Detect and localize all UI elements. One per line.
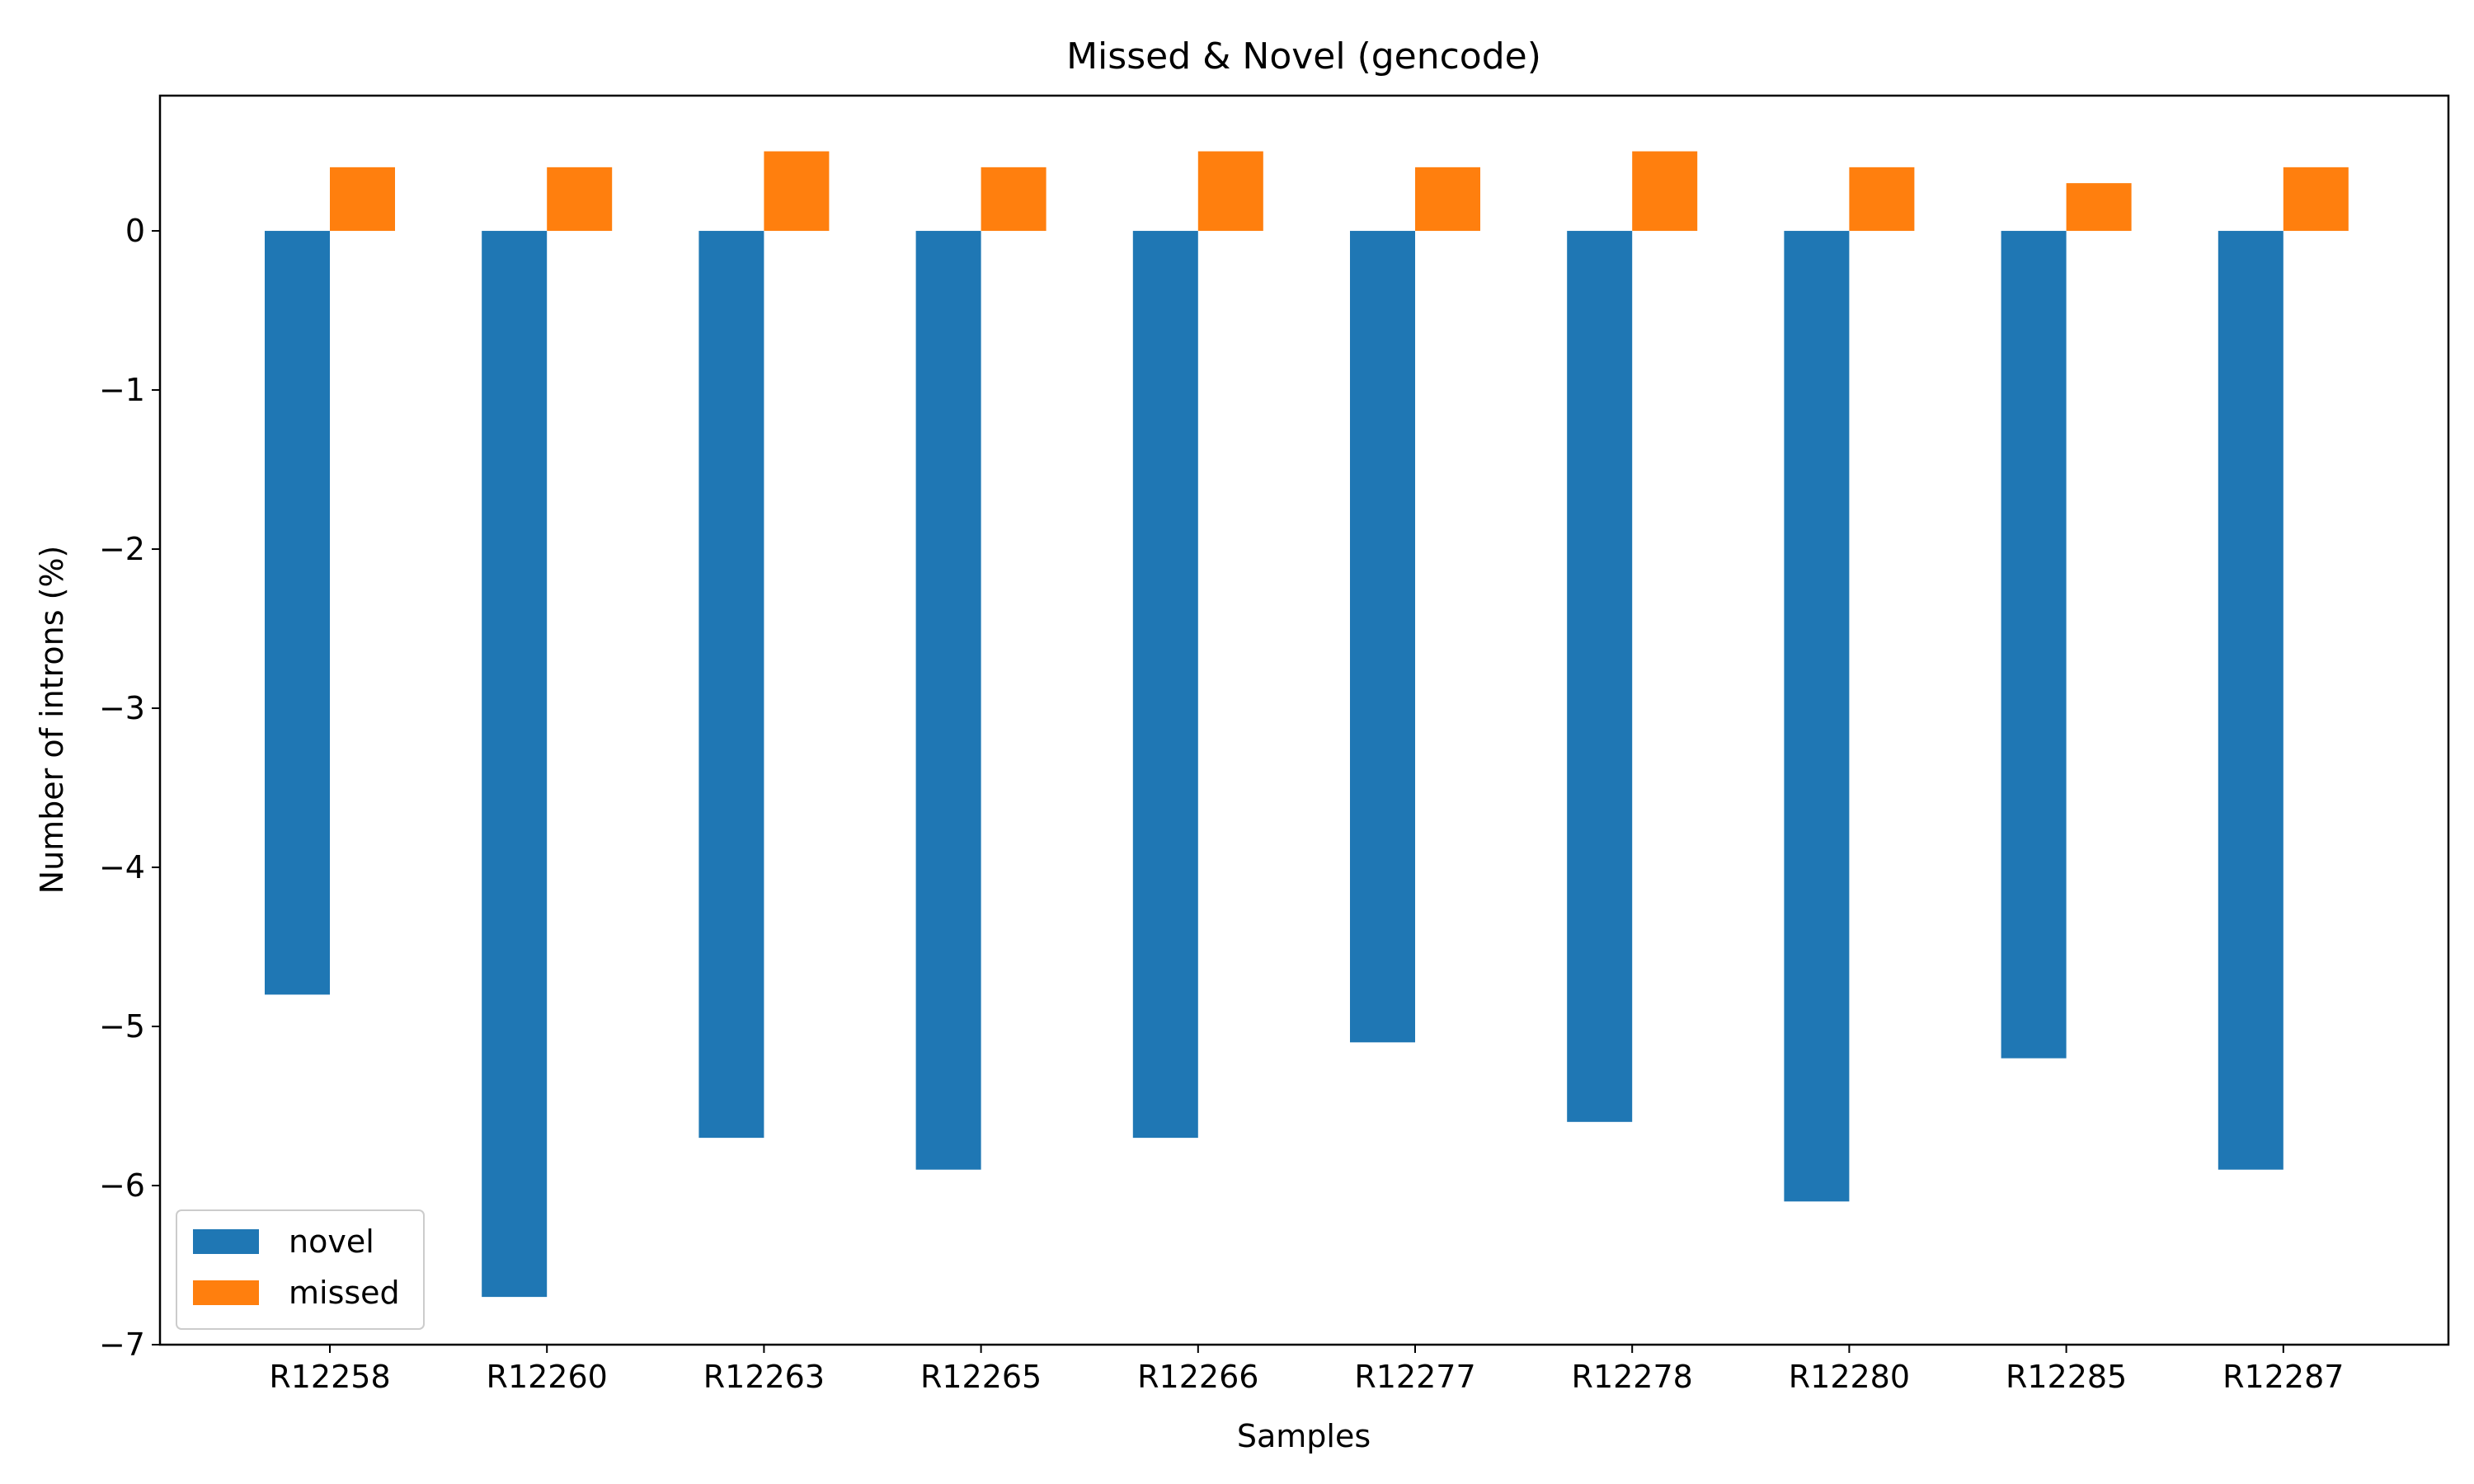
bar-missed-R12277 bbox=[1415, 167, 1480, 232]
bar-missed-R12266 bbox=[1197, 151, 1263, 232]
x-tick-label: R12285 bbox=[2006, 1359, 2127, 1395]
legend-label-novel: novel bbox=[289, 1223, 374, 1260]
y-tick-label: −4 bbox=[99, 849, 145, 885]
y-tick-label: −3 bbox=[99, 690, 145, 726]
bar-novel-R12263 bbox=[698, 231, 764, 1139]
y-tick-label: −1 bbox=[99, 372, 145, 408]
legend-swatch-novel bbox=[193, 1229, 259, 1254]
bar-missed-R12258 bbox=[330, 167, 395, 232]
y-tick-label: 0 bbox=[125, 213, 145, 249]
bar-missed-R12260 bbox=[547, 167, 613, 232]
bar-novel-R12266 bbox=[1132, 231, 1198, 1139]
x-tick-label: R12265 bbox=[920, 1359, 1042, 1395]
bar-missed-R12285 bbox=[2066, 183, 2132, 232]
y-tick-label: −5 bbox=[99, 1008, 145, 1045]
legend-swatch-missed bbox=[193, 1280, 259, 1305]
x-tick-label: R12280 bbox=[1789, 1359, 1910, 1395]
x-tick-label: R12266 bbox=[1137, 1359, 1258, 1395]
legend-label-missed: missed bbox=[289, 1275, 400, 1311]
bars-layer bbox=[265, 151, 2349, 1298]
bar-novel-R12260 bbox=[482, 231, 548, 1298]
bar-novel-R12280 bbox=[1784, 231, 1850, 1202]
y-axis-label: Number of introns (%) bbox=[34, 546, 70, 895]
y-tick-label: −7 bbox=[99, 1327, 145, 1363]
bar-novel-R12258 bbox=[265, 231, 330, 995]
x-tick-label: R12258 bbox=[269, 1359, 390, 1395]
chart-title: Missed & Novel (gencode) bbox=[1066, 35, 1541, 77]
x-tick-label: R12287 bbox=[2222, 1359, 2344, 1395]
bar-missed-R12287 bbox=[2283, 167, 2349, 232]
x-tick-label: R12277 bbox=[1354, 1359, 1475, 1395]
x-tick-label: R12260 bbox=[487, 1359, 608, 1395]
axis-ticks-layer: R12258 R12260 R12263 R12265 R12266 R12277 R122… bbox=[99, 213, 2344, 1395]
bar-missed-R12278 bbox=[1632, 151, 1698, 232]
bar-missed-R12280 bbox=[1849, 167, 1915, 232]
bar-missed-R12265 bbox=[981, 167, 1047, 232]
bar-novel-R12287 bbox=[2218, 231, 2284, 1170]
bar-novel-R12278 bbox=[1567, 231, 1633, 1122]
x-tick-label: R12263 bbox=[703, 1359, 825, 1395]
legend: novel missed bbox=[176, 1209, 425, 1330]
plot-area-frame bbox=[158, 94, 2450, 1346]
x-axis-label: Samples bbox=[1237, 1418, 1371, 1454]
bar-novel-R12277 bbox=[1350, 231, 1415, 1043]
bar-novel-R12265 bbox=[915, 231, 981, 1170]
x-tick-label: R12278 bbox=[1572, 1359, 1693, 1395]
bar-novel-R12285 bbox=[2001, 231, 2067, 1059]
bar-missed-R12263 bbox=[764, 151, 830, 232]
y-tick-label: −2 bbox=[99, 531, 145, 567]
y-tick-label: −6 bbox=[99, 1167, 145, 1204]
